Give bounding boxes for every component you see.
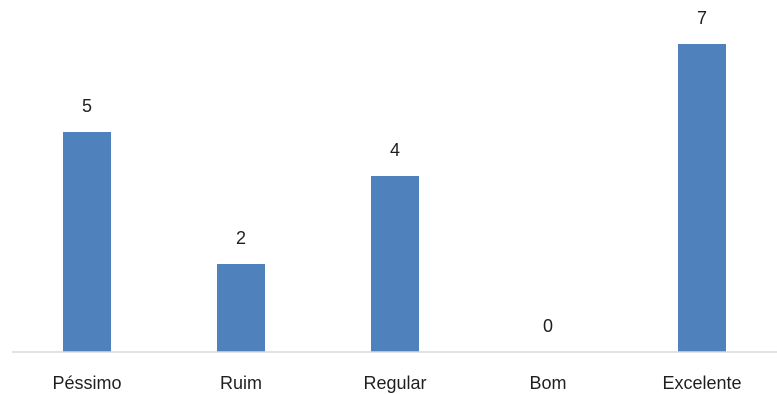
x-tick-label-pessimo: Péssimo [52, 373, 121, 393]
x-tick-label-excelente: Excelente [662, 373, 741, 393]
data-labels-group: 5 2 4 0 7 [82, 8, 707, 336]
data-label-regular: 4 [390, 140, 400, 160]
bars-group [63, 44, 726, 352]
x-tick-label-ruim: Ruim [220, 373, 262, 393]
data-label-excelente: 7 [697, 8, 707, 28]
x-tick-label-regular: Regular [363, 373, 426, 393]
data-label-ruim: 2 [236, 228, 246, 248]
bar-ruim [217, 264, 265, 352]
x-tick-label-bom: Bom [529, 373, 566, 393]
bar-excelente [678, 44, 726, 352]
data-label-bom: 0 [543, 316, 553, 336]
x-tick-labels-group: Péssimo Ruim Regular Bom Excelente [52, 373, 741, 393]
data-label-pessimo: 5 [82, 96, 92, 116]
bar-pessimo [63, 132, 111, 352]
bar-regular [371, 176, 419, 352]
